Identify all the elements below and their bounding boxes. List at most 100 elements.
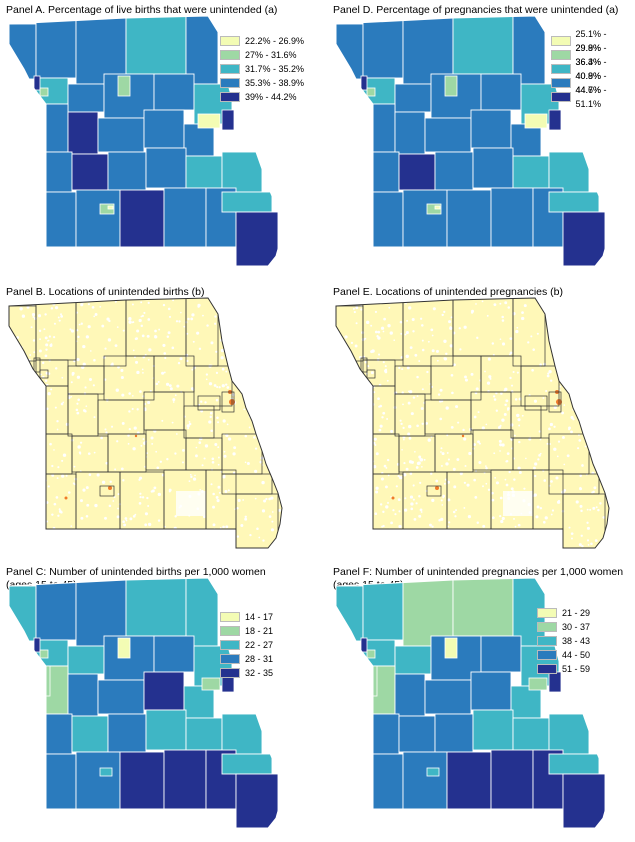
speck xyxy=(379,424,383,428)
urban-region xyxy=(39,369,49,379)
speck xyxy=(271,520,274,523)
speck xyxy=(11,387,15,391)
speck xyxy=(386,418,389,420)
legend-item: 21 - 29 xyxy=(537,606,590,620)
speck xyxy=(101,480,106,484)
region xyxy=(372,103,396,153)
speck xyxy=(604,382,608,386)
speck xyxy=(56,477,59,480)
speck xyxy=(106,317,110,321)
speck xyxy=(493,303,497,307)
speck xyxy=(577,447,580,450)
speck xyxy=(446,480,450,484)
speck xyxy=(20,523,24,528)
speck xyxy=(209,411,213,415)
speck xyxy=(499,515,502,518)
region xyxy=(75,751,121,810)
speck xyxy=(62,453,67,457)
speck xyxy=(382,361,385,364)
hot-spot xyxy=(134,434,138,438)
speck xyxy=(468,451,472,456)
speck xyxy=(355,322,358,325)
legend-swatch xyxy=(220,92,240,102)
speck xyxy=(249,533,252,537)
region xyxy=(362,579,404,641)
speck xyxy=(221,384,225,388)
region xyxy=(372,191,404,248)
speck xyxy=(582,332,585,335)
legend-label: 18 - 21 xyxy=(245,626,274,636)
speck xyxy=(476,336,479,340)
speck xyxy=(220,356,224,360)
speck xyxy=(486,381,491,385)
speck xyxy=(203,457,206,460)
speck xyxy=(588,331,591,333)
speck xyxy=(445,406,449,410)
urban-region xyxy=(39,87,49,97)
speck xyxy=(575,319,579,323)
speck xyxy=(516,371,519,374)
speck xyxy=(353,447,356,450)
speck xyxy=(29,354,32,356)
speck xyxy=(440,451,442,453)
speck xyxy=(269,449,272,453)
speck xyxy=(147,401,151,405)
speck xyxy=(210,429,213,433)
speck xyxy=(376,334,379,338)
speck xyxy=(523,304,527,308)
speck xyxy=(343,530,347,534)
speck xyxy=(57,316,60,319)
region xyxy=(67,673,99,717)
speck xyxy=(408,390,413,394)
speck xyxy=(577,411,580,414)
region xyxy=(372,151,400,193)
legend-item: 29.9% - 36.3% xyxy=(551,43,633,67)
speck xyxy=(82,344,86,349)
speck xyxy=(584,445,587,448)
speck xyxy=(271,337,274,341)
speck xyxy=(45,348,48,351)
speck xyxy=(547,372,550,375)
speck xyxy=(502,530,505,533)
speck xyxy=(484,370,486,373)
speck xyxy=(399,320,403,324)
speck xyxy=(442,541,445,544)
legend-swatch xyxy=(537,664,557,674)
speck xyxy=(82,488,86,492)
region xyxy=(35,17,77,79)
region xyxy=(402,578,454,647)
speck xyxy=(277,306,281,310)
speck xyxy=(398,510,401,513)
speck xyxy=(187,427,190,430)
speck xyxy=(402,435,406,439)
speck xyxy=(491,498,495,502)
speck xyxy=(101,324,105,328)
urban-region xyxy=(444,637,458,659)
speck xyxy=(370,350,374,354)
speck xyxy=(186,332,189,335)
speck xyxy=(116,515,120,519)
speck xyxy=(408,460,413,464)
speck xyxy=(80,322,83,325)
speck xyxy=(201,543,205,546)
speck xyxy=(355,470,359,474)
speck xyxy=(257,346,260,350)
speck xyxy=(398,524,402,529)
speck xyxy=(42,375,45,379)
speck xyxy=(87,325,91,329)
speck xyxy=(360,308,363,311)
speck xyxy=(96,473,100,477)
speck xyxy=(367,478,371,482)
speck xyxy=(491,342,495,345)
speck xyxy=(22,464,25,467)
speck xyxy=(80,499,83,503)
speck xyxy=(187,317,190,321)
speck xyxy=(509,423,514,427)
speck xyxy=(458,327,461,330)
speck xyxy=(440,399,444,403)
speck xyxy=(442,496,445,499)
speck xyxy=(61,459,64,462)
speck xyxy=(112,500,115,502)
speck xyxy=(42,490,46,494)
speck xyxy=(557,299,561,302)
